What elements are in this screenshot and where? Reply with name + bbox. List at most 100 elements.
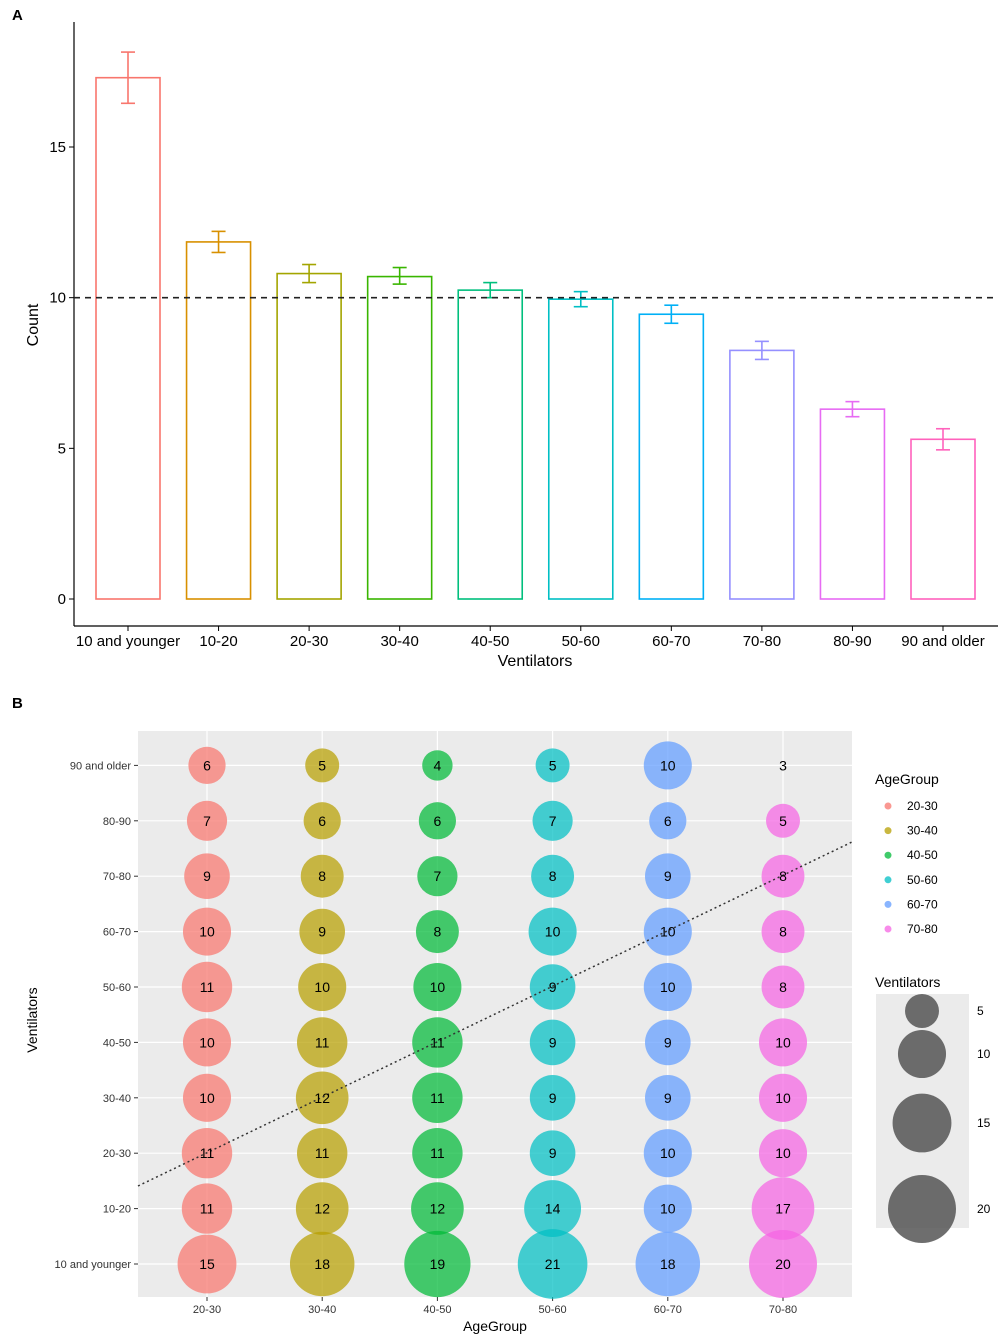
bar bbox=[910, 438, 976, 600]
bubble-label: 9 bbox=[549, 979, 557, 995]
legend-color-label: 70-80 bbox=[907, 922, 938, 936]
bubble bbox=[412, 1072, 463, 1124]
bubble bbox=[645, 853, 691, 899]
bubble-label: 18 bbox=[314, 1256, 330, 1272]
bubble bbox=[411, 1182, 464, 1235]
bubble-label: 6 bbox=[664, 813, 672, 829]
bubble-label: 10 bbox=[314, 979, 330, 995]
bubble-label: 9 bbox=[664, 1034, 672, 1050]
x-tick-label-a: 60-70 bbox=[652, 633, 690, 650]
bubble-label: 10 bbox=[660, 979, 676, 995]
bubble bbox=[412, 1017, 463, 1068]
y-tick-label-b: 10-20 bbox=[103, 1204, 131, 1216]
bubble-label: 11 bbox=[200, 1201, 215, 1217]
x-tick-label-a: 10-20 bbox=[199, 633, 237, 650]
bubble bbox=[305, 748, 340, 783]
bubble bbox=[758, 1018, 808, 1067]
bubble bbox=[758, 1129, 808, 1178]
bubble bbox=[182, 907, 232, 956]
legend-color-title: AgeGroup bbox=[875, 771, 939, 787]
bubble-label: 11 bbox=[315, 1145, 330, 1161]
bubble-label: 5 bbox=[549, 757, 557, 773]
x-tick-label-a: 70-80 bbox=[743, 633, 781, 650]
bubble bbox=[517, 1229, 588, 1299]
bubble bbox=[529, 1130, 576, 1176]
bubble-label: 8 bbox=[549, 868, 557, 884]
bubble-label: 10 bbox=[430, 979, 446, 995]
x-tick-label-b: 70-80 bbox=[769, 1304, 797, 1316]
bubble bbox=[643, 1129, 692, 1178]
bar bbox=[457, 289, 524, 600]
bubble bbox=[415, 910, 459, 954]
legend-panel-b: AgeGroup Ventilators 20-30 30-40 40-50 50-6… bbox=[875, 771, 991, 1243]
bubble bbox=[529, 1075, 576, 1121]
bubble-label: 11 bbox=[430, 1145, 445, 1161]
bubble-label: 10 bbox=[199, 1034, 215, 1050]
x-tick-label-b: 60-70 bbox=[654, 1304, 682, 1316]
bubble-label: 10 bbox=[660, 1145, 676, 1161]
bubble bbox=[181, 961, 233, 1013]
x-tick-label-a: 90 and older bbox=[901, 633, 984, 650]
legend-color-key bbox=[884, 876, 892, 884]
bubble bbox=[184, 853, 230, 899]
bubble bbox=[524, 1180, 582, 1238]
bubble-label: 9 bbox=[549, 1090, 557, 1106]
bar bbox=[819, 408, 886, 600]
legend-color-key bbox=[884, 827, 892, 835]
y-tick-label-b: 60-70 bbox=[103, 927, 131, 939]
bubble-label: 12 bbox=[314, 1090, 330, 1106]
legend-size-title: Ventilators bbox=[875, 974, 940, 990]
bubble bbox=[751, 1177, 815, 1240]
legend-size-label: 10 bbox=[977, 1047, 991, 1061]
bar bbox=[95, 76, 161, 600]
bubble-label: 10 bbox=[545, 924, 561, 940]
bubble-label: 7 bbox=[434, 868, 442, 884]
bubble bbox=[182, 1018, 232, 1067]
legend-color-label: 20-30 bbox=[907, 799, 938, 813]
bubble-label: 6 bbox=[203, 757, 211, 773]
bubble-label: 6 bbox=[318, 813, 326, 829]
bubble bbox=[412, 1127, 463, 1179]
bubble-label: 20 bbox=[775, 1256, 791, 1272]
bubble-label: 8 bbox=[434, 924, 442, 940]
y-tick-label-b: 20-30 bbox=[103, 1148, 131, 1160]
y-tick-label-b: 40-50 bbox=[103, 1037, 131, 1049]
bubble-label: 10 bbox=[660, 924, 676, 940]
bubble-label: 9 bbox=[664, 1090, 672, 1106]
bubble-label: 8 bbox=[779, 868, 787, 884]
bubble bbox=[643, 907, 692, 956]
bubble-label: 10 bbox=[199, 1090, 215, 1106]
bubble-label: 19 bbox=[430, 1256, 446, 1272]
bubble bbox=[643, 741, 692, 790]
bubble bbox=[186, 800, 228, 841]
bubble bbox=[529, 1019, 576, 1066]
bubble-label: 10 bbox=[199, 924, 215, 940]
y-tick-label-a: 10 bbox=[49, 290, 66, 307]
bar bbox=[276, 272, 342, 600]
bubble bbox=[643, 962, 692, 1012]
bubble-label: 12 bbox=[430, 1201, 446, 1217]
x-tick-label-b: 50-60 bbox=[539, 1304, 567, 1316]
legend-size-label: 5 bbox=[977, 1004, 984, 1018]
x-tick-label-a: 40-50 bbox=[471, 633, 509, 650]
bubble-label: 15 bbox=[199, 1256, 215, 1272]
bubble-label: 3 bbox=[779, 757, 787, 773]
y-tick-label-a: 15 bbox=[49, 139, 66, 156]
y-tick-label-b: 70-80 bbox=[103, 871, 131, 883]
bar bbox=[638, 313, 705, 600]
y-tick-label-b: 50-60 bbox=[103, 982, 131, 994]
bubble-label: 6 bbox=[434, 813, 442, 829]
legend-size-label: 15 bbox=[977, 1116, 991, 1130]
bubble bbox=[177, 1234, 237, 1294]
bubble-label: 11 bbox=[200, 979, 215, 995]
bubble bbox=[289, 1231, 355, 1297]
bubble-label: 10 bbox=[775, 1034, 791, 1050]
bubble bbox=[749, 1230, 817, 1298]
bubble-label: 11 bbox=[315, 1034, 330, 1050]
bubble bbox=[529, 964, 576, 1010]
bar bbox=[366, 275, 433, 600]
panel-a-label: A bbox=[12, 7, 23, 24]
bubble bbox=[295, 1071, 349, 1125]
bubble-chart-panel-b: AgeGroup Ventilators 20-30 30-40 40-50 50-6… bbox=[24, 731, 853, 1334]
